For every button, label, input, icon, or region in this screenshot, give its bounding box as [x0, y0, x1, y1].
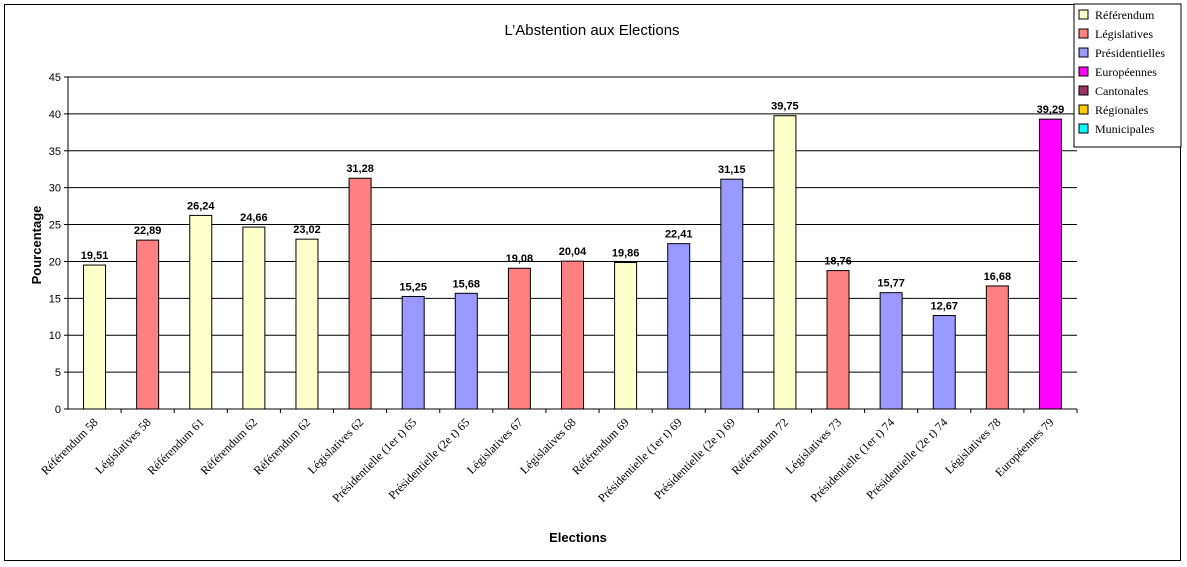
bar: [454, 292, 478, 410]
bar: [136, 239, 160, 410]
data-label: 31,15: [718, 164, 746, 176]
bar: [614, 261, 638, 410]
bars-group: [83, 115, 1062, 410]
x-axis-title: Elections: [549, 530, 607, 545]
data-label: 22,89: [134, 225, 162, 237]
data-label: 23,02: [293, 224, 321, 236]
x-tick-label: Référendum 62: [251, 415, 313, 477]
data-label: 20,04: [559, 246, 587, 258]
y-tick-label: 35: [49, 146, 61, 158]
legend-swatch: [1078, 123, 1089, 134]
data-label: 15,25: [399, 281, 427, 293]
y-tick-label: 0: [55, 404, 61, 416]
bar: [561, 260, 584, 410]
bar: [879, 292, 903, 410]
y-tick-label: 15: [49, 293, 61, 305]
data-label: 26,24: [187, 200, 215, 212]
data-label: 12,67: [930, 301, 958, 313]
data-label: 16,68: [984, 271, 1012, 283]
legend-label: Municipales: [1095, 122, 1155, 136]
data-label: 31,28: [346, 163, 374, 175]
data-label: 39,29: [1037, 104, 1065, 116]
data-label: 19,08: [506, 253, 534, 265]
legend-swatch: [1078, 47, 1089, 58]
legend-label: Législatives: [1095, 27, 1153, 41]
data-labels-group: 19,51 22,89 26,24 24,66 23,02 31,28 15,25 15,68…: [81, 101, 1064, 313]
data-label: 19,51: [81, 250, 109, 262]
chart-title: L’Abstention aux Elections: [504, 22, 679, 39]
bar: [667, 243, 691, 410]
data-label: 15,68: [453, 278, 481, 290]
y-tick-label: 5: [55, 367, 61, 379]
bar: [83, 264, 107, 410]
y-tick-label: 10: [49, 330, 61, 342]
y-tick-label: 30: [49, 183, 61, 195]
bar: [1038, 118, 1062, 410]
x-tick-label: Législatives 67: [464, 415, 526, 477]
bar: [826, 270, 850, 410]
y-tick-label: 25: [49, 220, 61, 232]
bar: [242, 226, 266, 410]
y-tick-label: 20: [49, 256, 61, 268]
legend: Référendum Législatives Présidentielles Eur…: [1073, 3, 1182, 148]
legend-swatch: [1078, 28, 1089, 39]
bar: [348, 177, 372, 410]
y-tick-label: 45: [49, 72, 61, 84]
y-axis-title: Pourcentage: [29, 206, 44, 285]
data-label: 19,86: [612, 247, 640, 259]
legend-box: [1073, 3, 1182, 148]
bar: [507, 267, 531, 410]
bar: [720, 178, 744, 410]
legend-label: Présidentielles: [1095, 46, 1165, 60]
bar: [932, 315, 956, 410]
bar: [985, 285, 1009, 410]
bar: [295, 238, 319, 410]
x-tick-label: Référendum 58: [38, 415, 100, 477]
y-tick-label: 40: [49, 109, 61, 121]
legend-swatch: [1078, 66, 1089, 77]
legend-label: Cantonales: [1095, 84, 1149, 98]
legend-label: Référendum: [1095, 8, 1155, 22]
data-label: 18,76: [824, 256, 852, 268]
x-tick-label: Référendum 72: [729, 415, 791, 477]
bar: [189, 214, 213, 410]
data-label: 39,75: [771, 101, 799, 113]
legend-swatch: [1078, 9, 1089, 20]
data-label: 22,41: [665, 229, 693, 241]
data-label: 24,66: [240, 212, 268, 224]
legend-swatch: [1078, 104, 1089, 115]
data-label: 15,77: [877, 278, 905, 290]
bar: [401, 295, 425, 410]
legend-label: Régionales: [1095, 103, 1149, 117]
bar: [773, 115, 797, 410]
legend-swatch: [1078, 85, 1089, 96]
legend-label: Européennes: [1095, 65, 1157, 79]
